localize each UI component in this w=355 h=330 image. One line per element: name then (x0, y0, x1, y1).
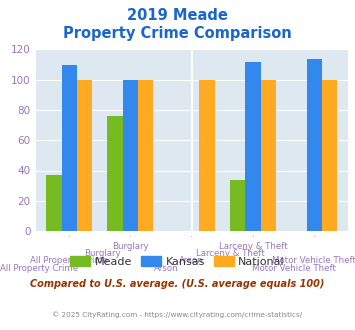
Bar (46, 175, 61, 231)
Text: Arson: Arson (179, 256, 204, 265)
Text: 2019 Meade: 2019 Meade (127, 8, 228, 23)
Text: Larceny & Theft: Larceny & Theft (196, 249, 264, 258)
Bar (245, 62, 261, 231)
Bar (322, 80, 337, 231)
Text: Burglary: Burglary (112, 242, 149, 251)
Text: Burglary: Burglary (84, 249, 121, 258)
Bar (307, 58, 322, 231)
Text: All Property Crime: All Property Crime (30, 256, 108, 265)
Text: Arson: Arson (154, 264, 179, 273)
Bar (61, 65, 77, 231)
Bar (77, 80, 92, 231)
Bar (138, 80, 153, 231)
Bar (261, 80, 276, 231)
Text: Compared to U.S. average. (U.S. average equals 100): Compared to U.S. average. (U.S. average … (30, 279, 325, 289)
Bar (200, 80, 215, 231)
Text: All Property Crime: All Property Crime (0, 264, 78, 273)
Text: Motor Vehicle Theft: Motor Vehicle Theft (252, 264, 336, 273)
Bar (108, 116, 123, 231)
Text: Larceny & Theft: Larceny & Theft (219, 242, 287, 251)
Text: Motor Vehicle Theft: Motor Vehicle Theft (272, 256, 355, 265)
Legend: Meade, Kansas, National: Meade, Kansas, National (66, 251, 289, 271)
Text: Property Crime Comparison: Property Crime Comparison (63, 26, 292, 41)
Bar (230, 180, 245, 231)
Bar (123, 80, 138, 231)
Text: © 2025 CityRating.com - https://www.cityrating.com/crime-statistics/: © 2025 CityRating.com - https://www.city… (53, 311, 302, 317)
